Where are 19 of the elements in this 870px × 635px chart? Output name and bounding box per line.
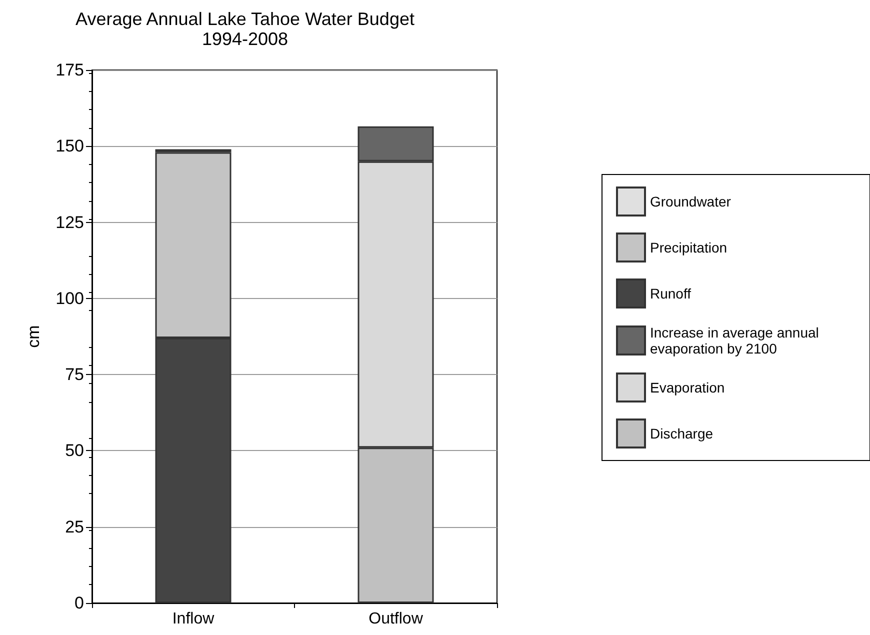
x-tick-label: Outflow bbox=[368, 610, 424, 628]
y-tick-label: 25 bbox=[65, 517, 84, 536]
x-tick-label: Inflow bbox=[172, 610, 215, 628]
legend-label: Increase in average annual evaporation by 2100 bbox=[650, 324, 823, 356]
legend-label: Discharge bbox=[650, 426, 714, 442]
y-tick-label: 75 bbox=[65, 365, 84, 384]
y-tick-label: 0 bbox=[74, 594, 84, 612]
y-tick-label: 50 bbox=[65, 441, 84, 460]
y-tick-label: 175 bbox=[56, 60, 84, 80]
legend-label: Groundwater bbox=[650, 194, 732, 210]
legend-label: Evaporation bbox=[650, 380, 725, 396]
y-tick-label: 125 bbox=[56, 212, 84, 232]
legend-label: Precipitation bbox=[650, 240, 728, 256]
chart-subtitle: 1994-2008 bbox=[202, 29, 288, 49]
legend-label: Runoff bbox=[650, 286, 692, 302]
y-tick-label: 100 bbox=[56, 288, 84, 308]
y-tick-label: 150 bbox=[56, 136, 84, 156]
chart-title: Average Annual Lake Tahoe Water Budget bbox=[76, 9, 414, 29]
y-axis-title: cm bbox=[24, 325, 43, 348]
